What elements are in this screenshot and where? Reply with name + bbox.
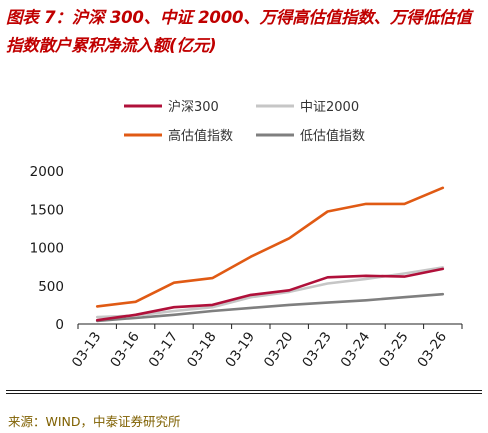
y-tick-label: 0: [55, 317, 64, 333]
plot-area: [95, 186, 445, 323]
x-tick-label: 03-13: [69, 329, 105, 370]
x-tick-label: 03-19: [222, 329, 258, 370]
legend-label: 中证2000: [300, 100, 359, 115]
bottom-rule: [6, 393, 482, 394]
y-axis: 0 500 1000 1500 2000: [30, 164, 64, 333]
legend-label: 低估值指数: [300, 128, 365, 144]
y-tick-label: 2000: [30, 164, 64, 180]
y-tick-label: 1000: [30, 241, 64, 257]
x-tick-label: 03-17: [146, 329, 182, 370]
x-tick-label: 03-20: [261, 329, 297, 370]
chart-title: 图表 7：沪深 300、中证 2000、万得高估值指数、万得低估值指数散户累积净…: [6, 8, 472, 55]
x-tick-label: 03-24: [338, 329, 374, 370]
legend: 沪深300 中证2000 高估值指数 低估值指数: [124, 99, 365, 144]
series-line: [95, 267, 445, 322]
source-note: 来源：WIND，中泰证券研究所: [8, 414, 181, 429]
x-tick-label: 03-18: [184, 329, 220, 370]
series-line: [95, 186, 445, 308]
y-tick-label: 500: [38, 279, 64, 295]
x-tick-label: 03-26: [414, 329, 450, 370]
x-tick-label: 03-23: [299, 329, 335, 370]
x-tick-label: 03-16: [107, 329, 143, 370]
line-chart: 沪深300 中证2000 高估值指数 低估值指数 0 500 1000 1500 2000 0…: [30, 99, 463, 370]
x-axis: 03-13 03-16 03-17 03-18 03-19 03-20 03-23 03-24…: [69, 323, 463, 370]
bottom-rule-top: [6, 390, 482, 391]
legend-label: 沪深300: [168, 99, 219, 115]
series-line: [95, 292, 445, 323]
x-tick-label: 03-25: [376, 329, 412, 370]
y-tick-label: 1500: [30, 202, 64, 218]
legend-label: 高估值指数: [168, 128, 233, 144]
